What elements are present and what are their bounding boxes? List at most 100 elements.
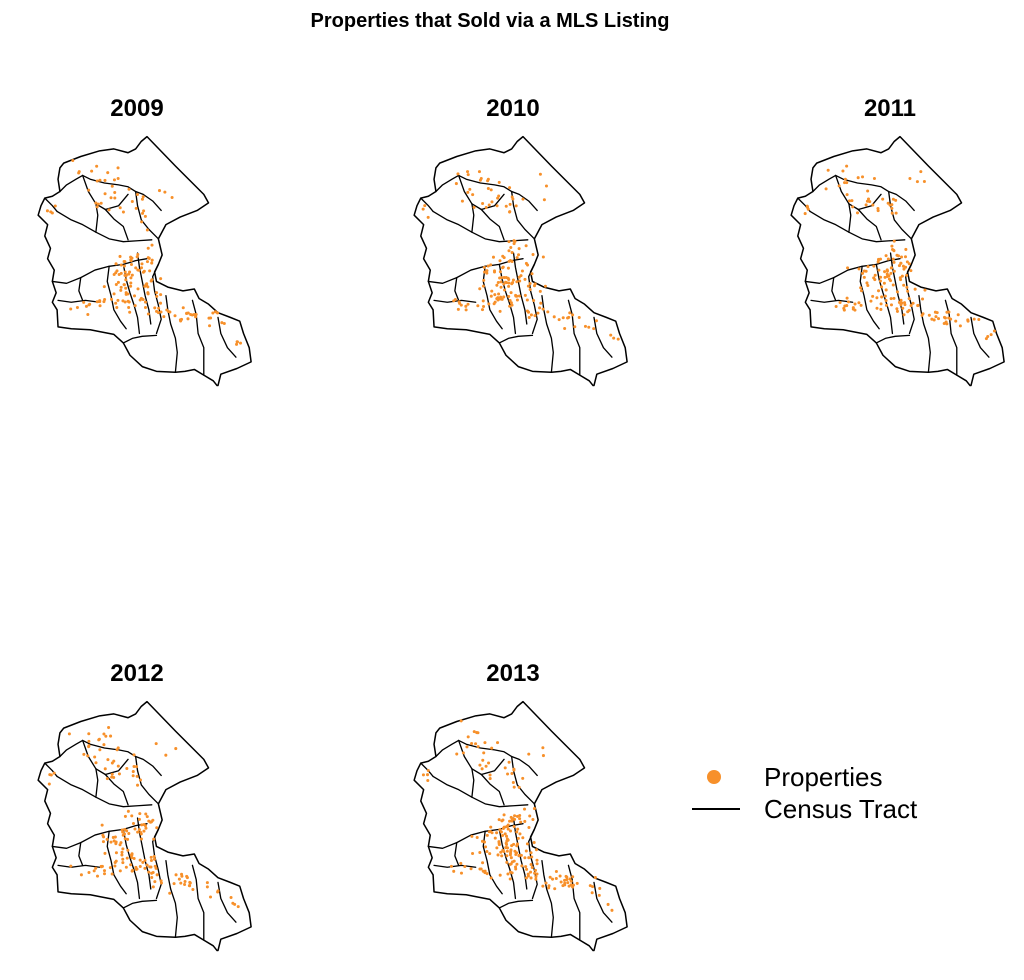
census-tract-boundary [512, 252, 528, 325]
property-point [459, 303, 463, 307]
property-point [146, 292, 150, 296]
property-point [142, 209, 146, 213]
property-point [122, 283, 126, 287]
study-area-boundary [37, 135, 252, 387]
census-tract-boundary [106, 265, 127, 330]
census-tract-boundary [81, 174, 129, 211]
census-tract-boundary [848, 203, 852, 233]
property-point [153, 880, 157, 884]
property-point [514, 865, 518, 869]
property-point [75, 306, 79, 310]
census-tract-map [37, 700, 252, 952]
census-tract-boundary [104, 208, 129, 241]
property-point [508, 829, 513, 833]
property-point [508, 298, 512, 302]
property-point [92, 869, 96, 873]
property-point [535, 862, 539, 866]
property-point [890, 211, 894, 215]
property-point [481, 861, 485, 865]
property-point [501, 266, 505, 270]
property-point [569, 879, 573, 883]
property-point [567, 315, 571, 319]
property-point [515, 280, 519, 284]
property-point [568, 877, 572, 881]
property-point [563, 878, 567, 882]
property-point [138, 858, 142, 862]
property-point [421, 207, 425, 211]
census-tract-map [413, 135, 628, 387]
property-point [110, 761, 114, 765]
property-point [900, 255, 904, 259]
property-point [526, 310, 531, 314]
property-point [121, 833, 125, 837]
property-point [116, 166, 120, 170]
property-point [486, 179, 490, 183]
property-point [69, 864, 73, 868]
property-point [135, 867, 139, 871]
property-point [921, 297, 925, 301]
property-point [149, 865, 153, 869]
property-point [95, 179, 99, 183]
property-point [130, 273, 134, 277]
census-tract-boundary [191, 299, 205, 376]
property-point [482, 304, 486, 309]
census-tract-boundary [480, 208, 505, 241]
property-point [861, 175, 865, 179]
census-tract-map [790, 135, 1005, 387]
property-point [847, 300, 851, 304]
property-point [110, 872, 114, 876]
property-point [879, 307, 883, 311]
property-point [527, 752, 531, 756]
census-tract-boundary [56, 775, 153, 808]
property-point [45, 209, 49, 213]
property-point [492, 269, 497, 273]
map-panel-2010: 2010 [393, 95, 653, 395]
property-point [475, 836, 479, 840]
property-point [932, 318, 936, 322]
property-point [113, 191, 117, 195]
property-point [899, 278, 903, 282]
property-point [94, 201, 98, 205]
property-point [103, 767, 107, 771]
property-point [112, 178, 116, 182]
property-point [77, 171, 81, 175]
property-point [140, 262, 144, 266]
property-point [476, 745, 480, 749]
property-point [144, 812, 148, 816]
property-point [916, 304, 920, 308]
property-point [150, 261, 154, 265]
property-point [565, 875, 569, 879]
property-point [149, 859, 153, 863]
census-tract-boundary [427, 823, 524, 849]
census-tract-boundary [567, 299, 581, 376]
property-point [544, 184, 548, 188]
property-point [861, 271, 865, 275]
property-point [501, 826, 505, 830]
property-point [114, 262, 118, 266]
property-point [121, 861, 125, 865]
property-point [84, 304, 88, 308]
property-point [138, 864, 142, 869]
property-point [954, 319, 958, 323]
property-point [147, 819, 151, 823]
property-point [498, 873, 502, 877]
property-point [531, 817, 535, 821]
property-point [515, 256, 519, 260]
property-point [501, 818, 505, 822]
property-point [511, 781, 515, 785]
property-point [842, 308, 846, 312]
property-point [535, 872, 539, 876]
property-point [152, 855, 156, 859]
census-tract-boundary [471, 203, 475, 233]
property-point [488, 829, 492, 833]
property-point [425, 773, 430, 777]
property-point [890, 206, 894, 210]
property-point [886, 257, 890, 261]
property-point [456, 172, 460, 176]
property-point [908, 177, 912, 181]
property-point [859, 303, 863, 307]
property-point [170, 195, 174, 199]
property-point [875, 296, 879, 300]
census-tract-boundary [918, 294, 931, 373]
property-point [139, 831, 143, 835]
